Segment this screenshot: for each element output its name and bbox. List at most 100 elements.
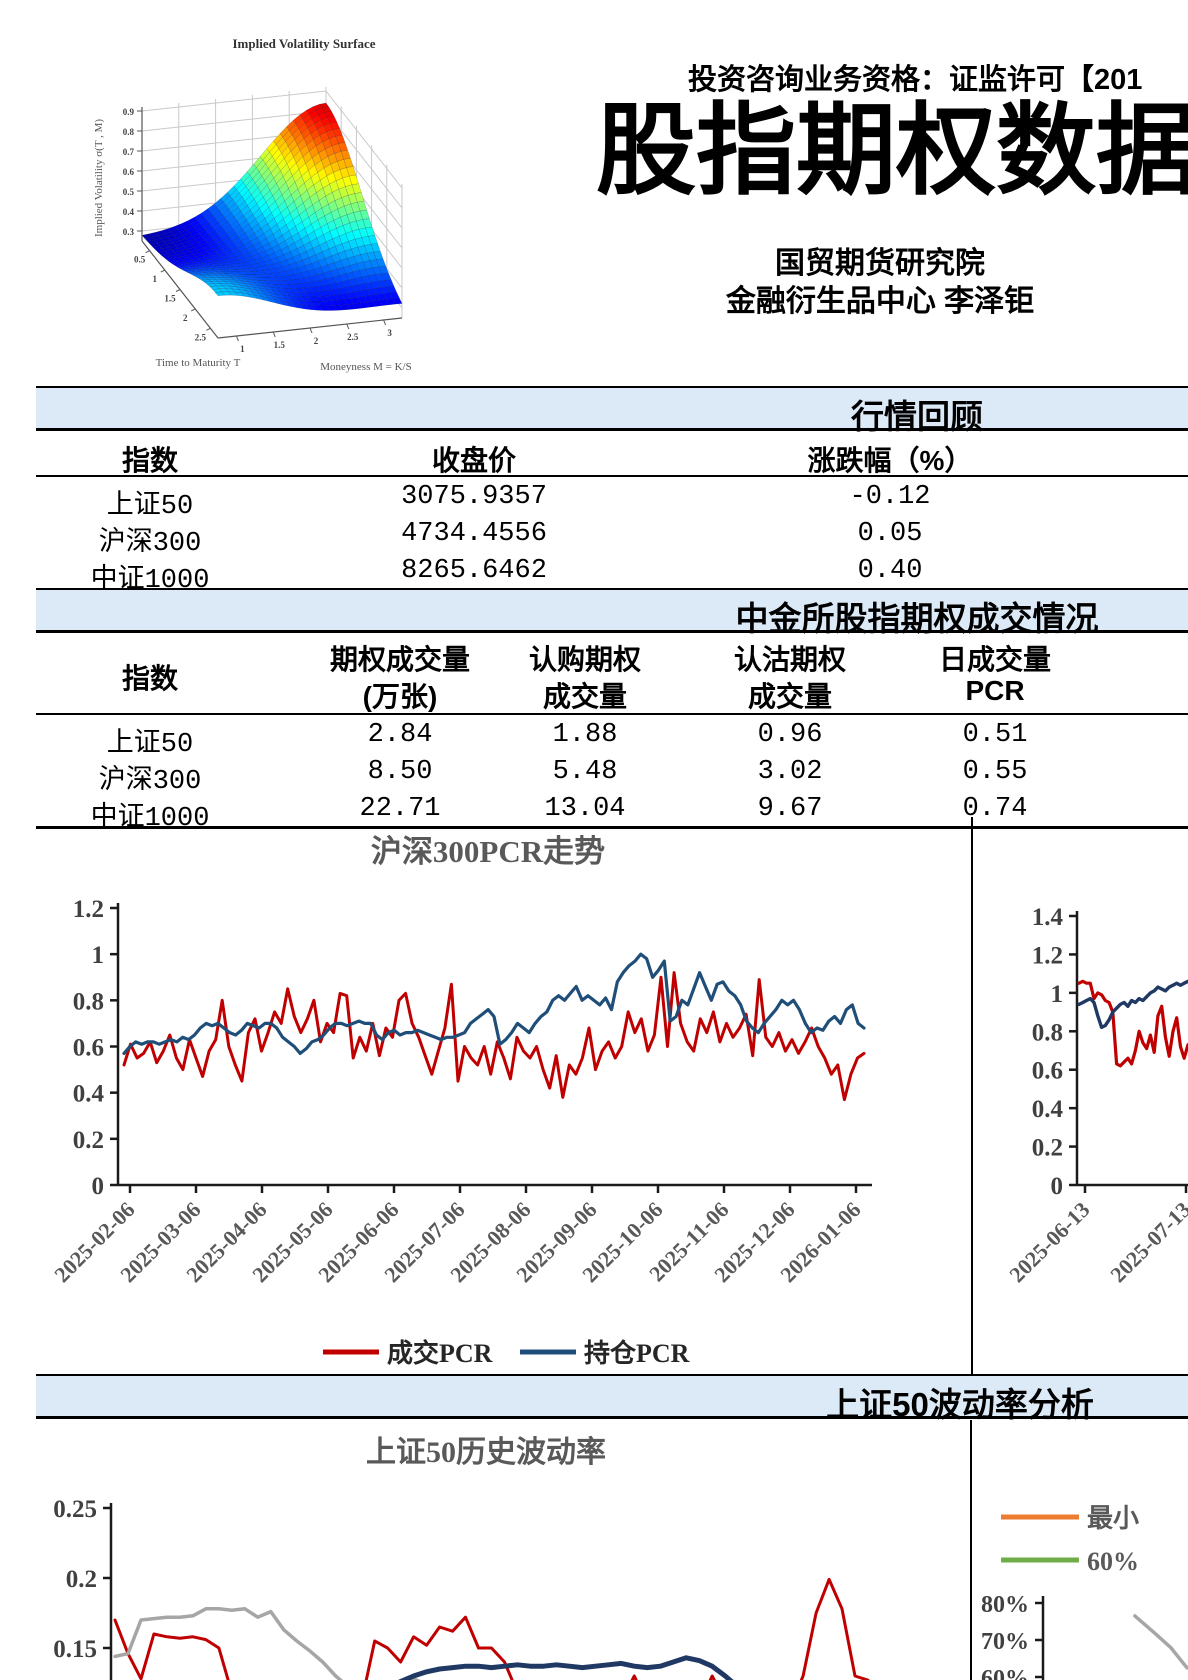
cell: 沪深300 (98, 529, 202, 559)
svg-text:1: 1 (153, 274, 158, 284)
report-title: 股指期权数据 (596, 96, 1188, 206)
implied-volatility-surface-figure: 0.9 0.8 0.7 0.6 0.5 0.4 0.3 0.5 1 1.5 2 2.5 1 1.5 2 2.5… (78, 28, 440, 376)
qualification-line: 投资咨询业务资格：证监许可【201 (688, 64, 1143, 96)
volatility-section: 上证50波动率分析 (36, 1374, 1188, 1423)
svg-text:1: 1 (240, 344, 245, 354)
svg-text:0.4: 0.4 (1032, 1096, 1064, 1123)
cell: 3075.9357 (401, 482, 547, 512)
svg-text:60%: 60% (1087, 1547, 1139, 1576)
cell: 8.50 (367, 757, 433, 787)
svg-text:1: 1 (92, 942, 105, 969)
svg-text:0.8: 0.8 (73, 988, 104, 1015)
col-call: 认购期权 (528, 644, 642, 675)
svg-text:2.5: 2.5 (347, 332, 359, 342)
svg-text:80%: 80% (981, 1592, 1029, 1618)
svg-text:0.2: 0.2 (1032, 1135, 1063, 1162)
volatility-band-title: 上证50波动率分析 (826, 1386, 1094, 1423)
sz50-historical-volatility-chart: 上证50历史波动率 0.25 0.2 0.15 (36, 1420, 936, 1680)
col-close: 收盘价 (431, 445, 517, 476)
svg-text:持仓PCR: 持仓PCR (584, 1338, 690, 1368)
svg-text:1.5: 1.5 (274, 340, 286, 350)
svg-text:0.25: 0.25 (53, 1496, 97, 1523)
svg-text:0.7: 0.7 (123, 147, 135, 157)
cell: 4734.4556 (401, 519, 547, 549)
svg-text:2025-06-13: 2025-06-13 (1004, 1197, 1094, 1287)
svg-text:0.9: 0.9 (123, 107, 135, 117)
table-row: 沪深300 8.50 5.48 3.02 0.55 (36, 752, 1188, 797)
col-change: 涨跌幅（%） (807, 445, 973, 476)
cell: 0.51 (962, 720, 1028, 750)
options-volume-band-title: 中金所股指期权成交情况 (735, 600, 1099, 637)
section-divider-vertical-2 (970, 1420, 972, 1680)
svg-text:0.8: 0.8 (1032, 1019, 1063, 1046)
svg-text:Implied Volatility Surface: Implied Volatility Surface (232, 36, 375, 51)
svg-text:0: 0 (92, 1173, 105, 1200)
col-pcr-2: PCR (965, 675, 1025, 706)
svg-text:0.5: 0.5 (123, 187, 135, 197)
cell: 13.04 (544, 794, 626, 824)
table-row: 上证50 2.84 1.88 0.96 0.51 (36, 715, 1188, 760)
cell: 22.71 (359, 794, 441, 824)
svg-text:1.2: 1.2 (1032, 942, 1063, 969)
cell: 上证50 (106, 492, 194, 522)
svg-text:上证50历史波动率: 上证50历史波动率 (366, 1436, 606, 1469)
cell: 3.02 (757, 757, 823, 787)
svg-text:1.4: 1.4 (1032, 904, 1064, 931)
svg-text:60%: 60% (981, 1666, 1029, 1680)
col-volume-unit: (万张) (362, 681, 438, 712)
svg-text:2025-07-13: 2025-07-13 (1105, 1197, 1188, 1287)
col-index: 指数 (121, 663, 179, 694)
svg-text:0.15: 0.15 (53, 1636, 97, 1663)
cell: 5.48 (552, 757, 618, 787)
svg-text:0.8: 0.8 (123, 127, 135, 137)
svg-text:Implied Volatility σ(T , M): Implied Volatility σ(T , M) (93, 119, 105, 237)
table-row: 中证1000 8265.6462 0.40 (36, 551, 1188, 596)
svg-text:0: 0 (1051, 1173, 1064, 1200)
table-row: 中证1000 22.71 13.04 9.67 0.74 (36, 789, 1188, 834)
svg-text:0.3: 0.3 (123, 227, 135, 237)
svg-text:3: 3 (387, 328, 392, 338)
market-review-band: 行情回顾 (36, 386, 1188, 435)
svg-text:0.4: 0.4 (73, 1081, 105, 1108)
svg-text:0.2: 0.2 (73, 1127, 104, 1154)
svg-text:0.6: 0.6 (123, 167, 135, 177)
hs300-pcr-chart: 沪深300PCR走势 0 0.2 0.4 0.6 0.8 1 1.2 2025-02-06 202… (36, 770, 936, 1376)
cell: 8265.6462 (401, 556, 547, 586)
svg-text:Moneyness M = K/S: Moneyness M = K/S (320, 361, 411, 373)
table-row: 沪深300 4734.4556 0.05 (36, 514, 1188, 559)
cell: 0.55 (962, 757, 1028, 787)
tables-block: 行情回顾 指数 收盘价 涨跌幅（%） 上证50 3075.9357 -0.12 … (36, 386, 1188, 834)
cell: 9.67 (757, 794, 823, 824)
col-index: 指数 (121, 445, 179, 476)
cell: 0.96 (757, 720, 823, 750)
svg-text:2.5: 2.5 (195, 332, 207, 342)
cell: 0.05 (857, 519, 923, 549)
col-put: 认沽期权 (733, 644, 847, 675)
cell: 中证1000 (90, 804, 210, 834)
col-put-2: 成交量 (747, 681, 833, 712)
col-call-2: 成交量 (542, 681, 628, 712)
section-divider-vertical (971, 817, 973, 1374)
svg-text:成交PCR: 成交PCR (387, 1338, 493, 1368)
cell: 0.74 (962, 794, 1028, 824)
cell: 上证50 (106, 730, 194, 760)
svg-text:1.5: 1.5 (164, 294, 176, 304)
cell: 0.40 (857, 556, 923, 586)
svg-text:0.5: 0.5 (134, 255, 146, 265)
svg-text:0.4: 0.4 (123, 207, 135, 217)
svg-text:1: 1 (1051, 981, 1064, 1008)
table-row: 上证50 3075.9357 -0.12 (36, 477, 1188, 522)
svg-text:最小: 最小 (1087, 1504, 1139, 1533)
volatility-cone-chart: 80% 70% 60% 最小 60% (975, 1420, 1188, 1680)
svg-text:0.2: 0.2 (66, 1566, 97, 1593)
org-line-2: 金融衍生品中心 李泽钜 (725, 285, 1035, 318)
svg-text:0.6: 0.6 (1032, 1058, 1063, 1085)
volatility-band: 上证50波动率分析 (36, 1374, 1188, 1423)
col-volume: 期权成交量 (329, 644, 471, 675)
svg-text:Time to Maturity T: Time to Maturity T (156, 357, 241, 369)
cell: -0.12 (849, 482, 931, 512)
options-volume-header: 指数 期权成交量 (万张) 认购期权 成交量 认沽期权 成交量 日成交量 PCR (36, 633, 1188, 715)
options-volume-band: 中金所股指期权成交情况 (36, 588, 1188, 637)
market-review-band-title: 行情回顾 (851, 398, 983, 435)
org-line-1: 国贸期货研究院 (775, 247, 985, 280)
